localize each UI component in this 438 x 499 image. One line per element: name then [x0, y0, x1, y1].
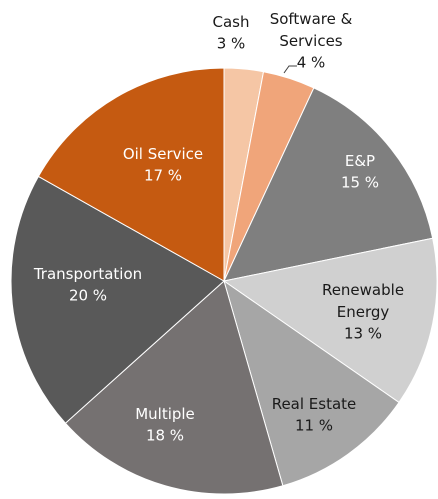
pie-slice	[222, 237, 438, 404]
pie-slice	[10, 175, 225, 424]
category-label: E&P	[345, 152, 375, 170]
leader-line	[283, 65, 297, 74]
category-label: Oil Service	[123, 145, 203, 163]
label-line: Renewable	[322, 281, 404, 299]
value-label: 3 %	[217, 35, 246, 53]
value-label: 4 %	[297, 54, 326, 72]
category-label: Renewable Energy	[322, 281, 404, 321]
category-label: Multiple	[135, 405, 195, 423]
value-label: 13 %	[344, 325, 382, 343]
pie-slice	[223, 279, 400, 487]
label-line: Real Estate	[272, 395, 357, 413]
label-line: Services	[279, 32, 342, 50]
value-label: 17 %	[144, 167, 182, 185]
label-line: E&P	[345, 152, 375, 170]
category-label: Transportation	[33, 265, 142, 283]
pie-slice	[37, 67, 225, 282]
pie-slice	[223, 87, 434, 282]
value-label: 15 %	[341, 174, 379, 192]
label-line: Multiple	[135, 405, 195, 423]
pie-slice	[64, 280, 284, 495]
label-line: Energy	[337, 303, 390, 321]
label-line: Transportation	[33, 265, 142, 283]
value-label: 18 %	[146, 427, 184, 445]
label-line: Cash	[213, 13, 250, 31]
label-line: Software &	[270, 10, 353, 28]
value-label: 11 %	[295, 417, 333, 435]
category-label: Cash	[213, 13, 250, 31]
label-line: Oil Service	[123, 145, 203, 163]
category-label: Real Estate	[272, 395, 357, 413]
category-label: Software & Services	[270, 10, 353, 50]
value-label: 20 %	[69, 287, 107, 305]
